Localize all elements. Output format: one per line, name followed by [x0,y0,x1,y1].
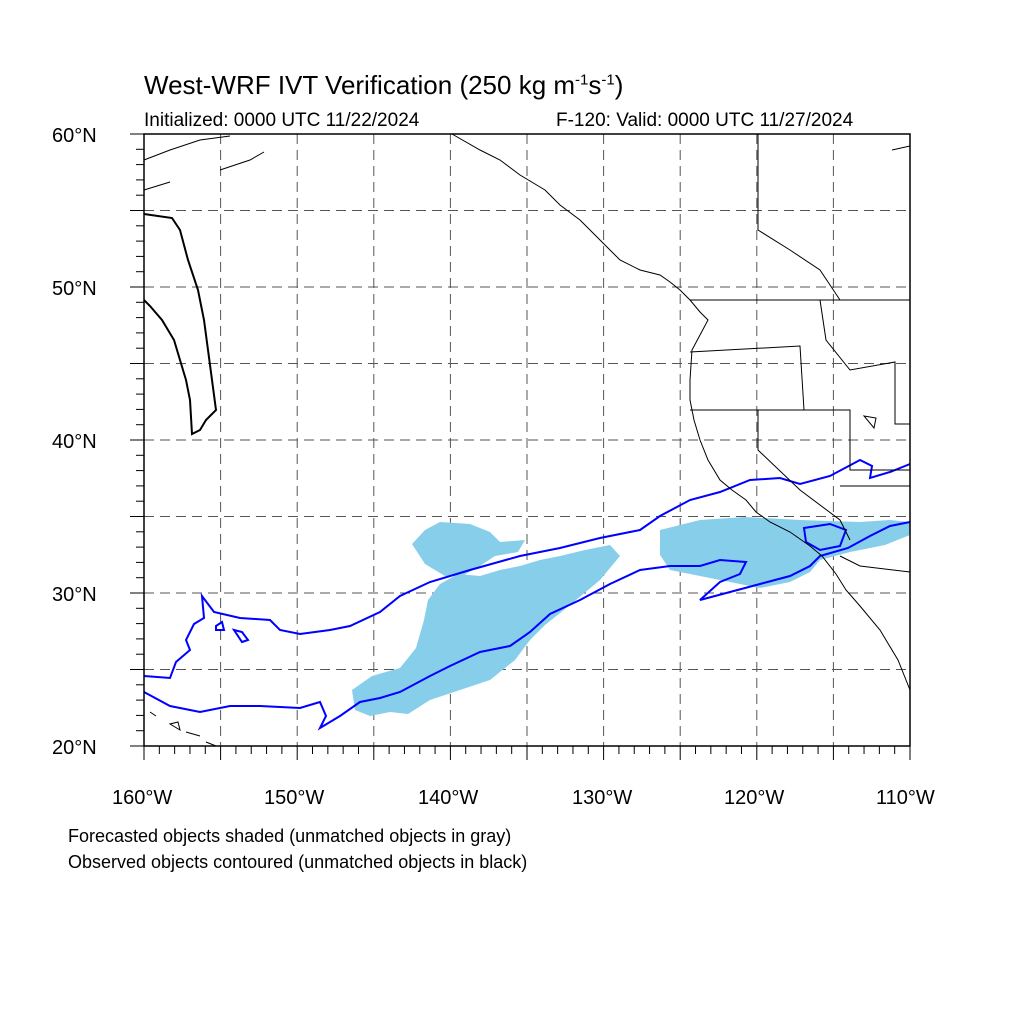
lat-label: 30°N [52,584,97,606]
lon-label: 120°W [724,787,784,809]
lon-label: 110°W [876,787,935,809]
lon-label: 140°W [418,787,478,809]
lat-label: 60°N [52,125,97,147]
forecast-note: Forecasted objects shaded (unmatched obj… [68,826,512,846]
unmatched-observed-outline [143,213,218,436]
observed-note: Observed objects contoured (unmatched ob… [68,852,528,872]
lon-label: 150°W [264,787,324,809]
graticule [144,134,910,746]
coastlines [143,133,911,747]
valid-time: F-120: Valid: 0000 UTC 11/27/2024 [556,110,854,131]
map-title: West-WRF IVT Verification (250 kg m-1s-1… [144,70,624,100]
latitude-labels: 60°N 50°N 40°N 30°N 20°N [52,125,97,759]
longitude-labels: 160°W 150°W 140°W 130°W 120°W 110°W [112,787,935,809]
lon-label: 160°W [112,787,172,809]
lon-label: 130°W [572,787,632,809]
lat-label: 40°N [52,431,97,453]
lat-label: 50°N [52,278,97,300]
lat-label: 20°N [52,737,97,759]
initialized-time: Initialized: 0000 UTC 11/22/2024 [144,110,420,131]
axis-ticks [130,133,911,760]
observed-ivt-contour [143,458,911,731]
forecast-ivt-object [352,517,910,716]
